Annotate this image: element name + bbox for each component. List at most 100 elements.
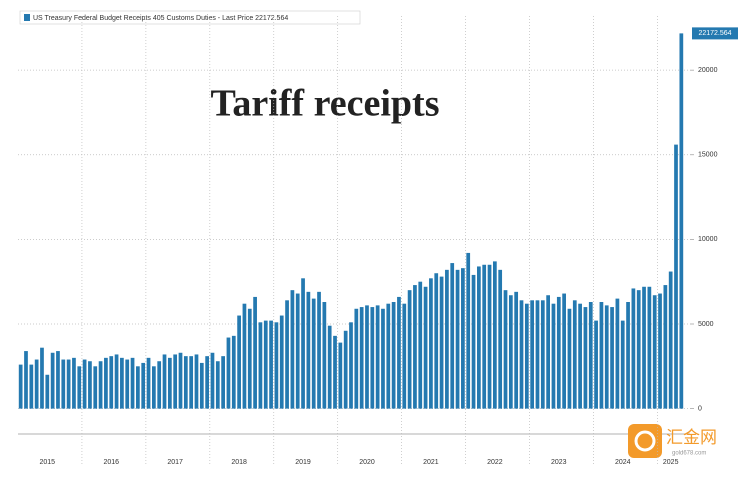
bar (652, 295, 657, 409)
bar (173, 354, 178, 409)
x-tick-label: 2018 (231, 459, 247, 466)
bar (343, 330, 348, 409)
bar (391, 302, 396, 409)
bar (50, 352, 55, 409)
bar (658, 293, 662, 409)
legend-box (19, 10, 361, 25)
bar (578, 303, 582, 409)
bar (93, 366, 98, 409)
bar (322, 302, 327, 409)
bar (540, 300, 545, 409)
bar (365, 305, 369, 409)
bar (492, 261, 497, 409)
bar (311, 298, 316, 409)
bar (183, 356, 188, 409)
bar (338, 342, 343, 409)
bar (413, 285, 417, 409)
bar (530, 300, 535, 409)
bar (567, 308, 572, 409)
bar (61, 359, 66, 409)
bar (418, 281, 423, 409)
bar (45, 374, 50, 409)
watermark-icon (634, 430, 656, 452)
bar (199, 362, 204, 409)
bar (285, 300, 289, 409)
x-tick-label: 2019 (295, 459, 311, 466)
bar (40, 347, 44, 409)
bar (604, 305, 609, 409)
bar (471, 274, 476, 409)
bar (429, 278, 433, 409)
bar (482, 264, 487, 409)
bar (477, 266, 481, 409)
bar (487, 264, 492, 409)
bar (599, 302, 604, 409)
legend: US Treasury Federal Budget Receipts 405 … (19, 10, 361, 25)
bar (668, 271, 673, 409)
bar (535, 300, 540, 409)
annotation: Tariff receipts (210, 83, 439, 125)
bar (253, 296, 257, 409)
bar (402, 303, 407, 409)
last-value-tag (692, 27, 738, 40)
bar (434, 273, 439, 409)
bar (151, 366, 156, 409)
bar (407, 290, 412, 409)
bar (120, 357, 124, 409)
bar (663, 285, 668, 409)
bar (466, 252, 471, 409)
watermark: 汇金网 gold678.com (628, 424, 717, 458)
bar (141, 362, 146, 409)
bar (237, 315, 241, 409)
y-tick-label: 20000 (698, 67, 718, 74)
bar (269, 320, 273, 409)
bar (588, 302, 593, 409)
bar (556, 296, 561, 409)
watermark-logo (628, 424, 662, 458)
bar (647, 286, 652, 409)
bar (146, 357, 151, 409)
legend-label: US Treasury Federal Budget Receipts 405 … (33, 15, 288, 22)
bar (354, 308, 359, 409)
bar (88, 361, 92, 409)
bar (167, 357, 172, 409)
x-tick-label: 2015 (40, 459, 56, 466)
bar (551, 303, 556, 409)
x-tick-label: 2023 (551, 459, 567, 466)
bar (610, 307, 614, 409)
bar (503, 290, 508, 409)
bar (636, 290, 641, 409)
watermark-name: 汇金网 (666, 428, 717, 448)
bar (572, 300, 577, 409)
bar (295, 293, 300, 409)
bar (306, 291, 311, 409)
watermark-site: gold678.com (672, 451, 706, 457)
bar (66, 359, 71, 409)
bar (397, 296, 401, 409)
x-tick-label: 2025 (663, 459, 679, 466)
y-tick-label: 0 (698, 405, 702, 412)
bar (679, 33, 684, 409)
bar (189, 356, 194, 409)
bar (386, 303, 391, 409)
bar (674, 144, 678, 409)
bar (109, 356, 114, 409)
bar (301, 278, 305, 409)
bar (375, 305, 380, 409)
bar (29, 364, 34, 409)
x-tick-label: 2016 (103, 459, 119, 466)
bar (546, 295, 551, 409)
y-tick-label: 10000 (698, 236, 718, 243)
bar (290, 290, 295, 409)
bar (631, 288, 636, 409)
bar (194, 354, 199, 409)
bar (72, 357, 76, 409)
bar (562, 293, 566, 409)
bar (221, 356, 225, 409)
bar (56, 351, 60, 409)
bar (82, 359, 87, 409)
bar (215, 361, 220, 409)
bar (274, 322, 279, 409)
bar (620, 320, 625, 409)
